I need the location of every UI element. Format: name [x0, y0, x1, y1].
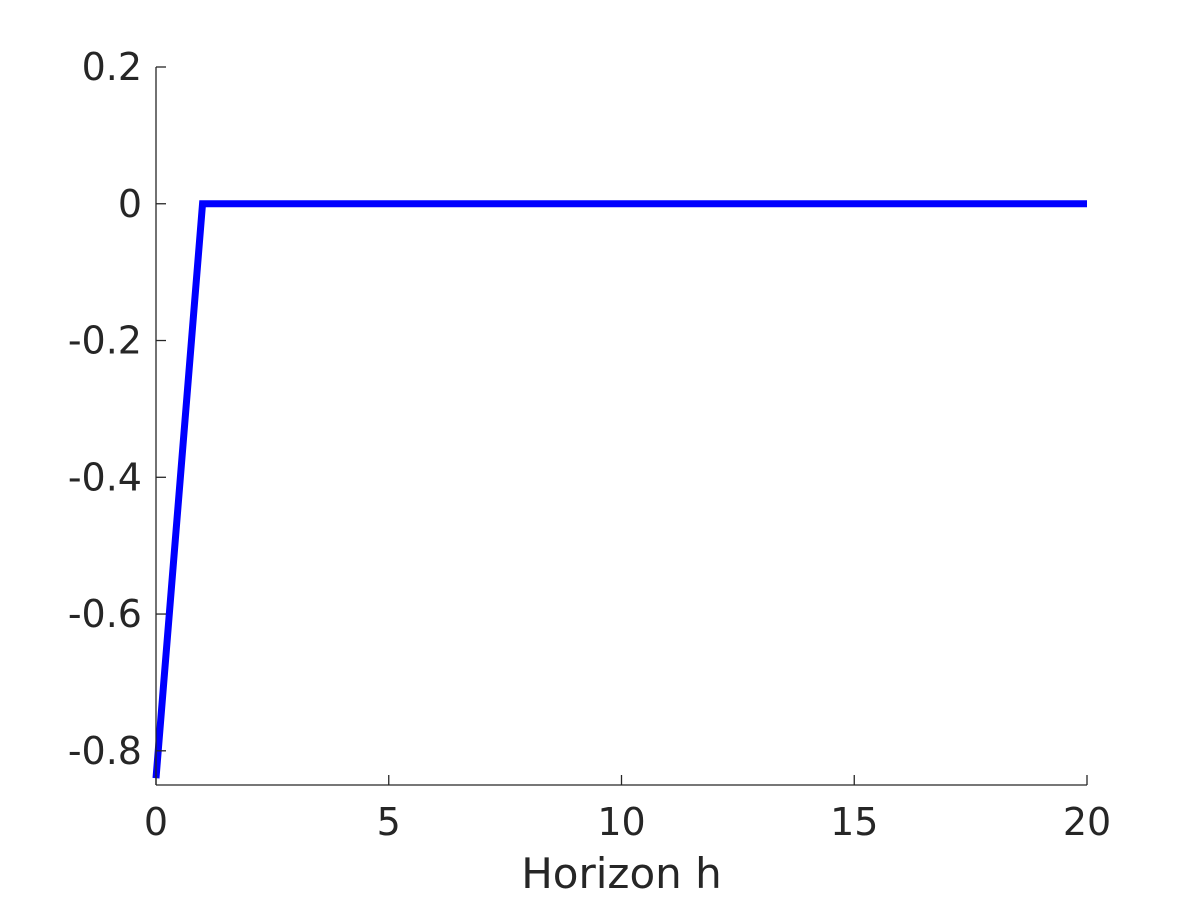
x-tick-label: 10 — [597, 800, 645, 844]
y-tick-label: -0.6 — [68, 592, 142, 636]
y-ticks: 0.2 0 -0.2 -0.4 -0.6 -0.8 — [68, 45, 166, 773]
x-axis-title: Horizon h — [521, 849, 722, 898]
x-tick-label: 5 — [377, 800, 401, 844]
y-tick-label: -0.4 — [68, 455, 142, 499]
x-tick-label: 15 — [830, 800, 878, 844]
y-tick-label: 0.2 — [82, 45, 142, 89]
series-line — [152, 200, 1087, 779]
plot-area — [152, 200, 1087, 779]
y-tick-label: -0.8 — [68, 729, 142, 773]
y-tick-label: 0 — [118, 182, 142, 226]
x-tick-label: 20 — [1063, 800, 1111, 844]
series-layer — [152, 200, 1087, 779]
x-ticks: 0 5 10 15 20 — [144, 775, 1111, 844]
y-tick-label: -0.2 — [68, 319, 142, 363]
x-tick-label: 0 — [144, 800, 168, 844]
axes: 0 5 10 15 20 0.2 0 -0.2 -0.4 -0.6 -0.8 — [68, 45, 1111, 844]
